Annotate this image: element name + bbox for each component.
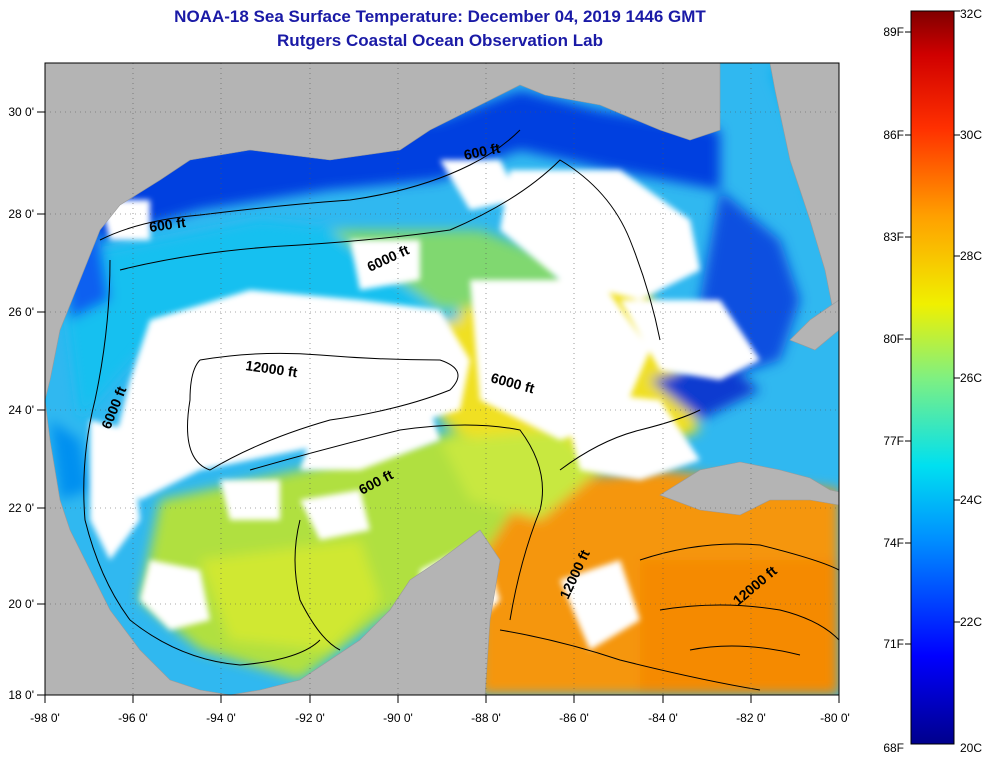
- map-title: NOAA-18 Sea Surface Temperature: Decembe…: [174, 7, 706, 26]
- lat-tick-label: 30 0': [8, 105, 34, 119]
- lat-tick-label: 22 0': [8, 501, 34, 515]
- sst-map: 600 ft 600 ft 6000 ft 12000 ft 6000 ft 6…: [45, 63, 839, 695]
- lon-tick-label: -98 0': [30, 711, 60, 725]
- lon-axis: -98 0' -96 0' -94 0' -92 0' -90 0' -88 0…: [30, 711, 850, 725]
- contour-label-600ft-west: 600 ft: [148, 214, 187, 235]
- colorbar-f-label: 68F: [883, 741, 904, 755]
- colorbar-f-label: 74F: [883, 536, 904, 550]
- lon-tick-label: -94 0': [206, 711, 236, 725]
- lon-tick-label: -90 0': [383, 711, 413, 725]
- colorbar-c-label: 30C: [960, 128, 982, 142]
- colorbar: [910, 10, 955, 745]
- lat-tick-label: 18 0': [8, 688, 34, 702]
- map-subtitle: Rutgers Coastal Ocean Observation Lab: [277, 31, 603, 50]
- colorbar-f-label: 86F: [883, 128, 904, 142]
- lon-tick-label: -88 0': [471, 711, 501, 725]
- lat-tick-label: 24 0': [8, 403, 34, 417]
- colorbar-fahrenheit-labels: 89F 86F 83F 80F 77F 74F 71F 68F: [883, 25, 904, 755]
- colorbar-c-label: 20C: [960, 741, 982, 755]
- lat-tick-label: 26 0': [8, 305, 34, 319]
- lat-tick-label: 28 0': [8, 207, 34, 221]
- colorbar-celsius-labels: 32C 30C 28C 26C 24C 22C 20C: [960, 7, 982, 755]
- colorbar-ticks: [905, 10, 960, 645]
- colorbar-c-label: 24C: [960, 493, 982, 507]
- colorbar-f-label: 83F: [883, 230, 904, 244]
- colorbar-c-label: 28C: [960, 249, 982, 263]
- lon-tick-label: -92 0': [295, 711, 325, 725]
- colorbar-f-label: 71F: [883, 637, 904, 651]
- colorbar-f-label: 77F: [883, 434, 904, 448]
- colorbar-f-label: 89F: [883, 25, 904, 39]
- land: [45, 63, 839, 695]
- colorbar-c-label: 22C: [960, 615, 982, 629]
- lon-tick-label: -80 0': [820, 711, 850, 725]
- lat-axis: 30 0' 28 0' 26 0' 24 0' 22 0' 20 0' 18 0…: [8, 105, 34, 702]
- colorbar-c-label: 26C: [960, 371, 982, 385]
- contour-label-12000ft-central: 12000 ft: [245, 357, 299, 380]
- lon-tick-label: -84 0': [648, 711, 678, 725]
- lon-tick-label: -86 0': [559, 711, 589, 725]
- lon-tick-label: -82 0': [736, 711, 766, 725]
- lat-tick-label: 20 0': [8, 597, 34, 611]
- colorbar-c-label: 32C: [960, 7, 982, 21]
- bathymetry-contours: [83, 129, 839, 691]
- map-frame: [44, 62, 840, 696]
- colorbar-f-label: 80F: [883, 332, 904, 346]
- frame-ticks: [37, 111, 840, 703]
- graticule: [45, 63, 839, 695]
- contour-label-600ft-north: 600 ft: [462, 140, 501, 163]
- lon-tick-label: -96 0': [118, 711, 148, 725]
